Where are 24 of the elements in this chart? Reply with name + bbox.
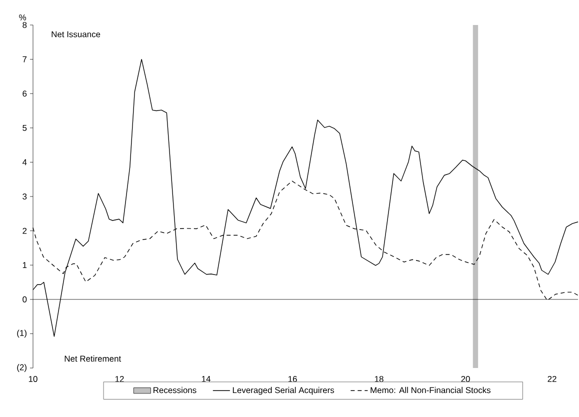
y-axis-title: % [19, 14, 26, 20]
x-tick-label: 12 [115, 376, 124, 382]
y-tick-label: (1) [17, 330, 26, 338]
y-tick-label: 3 [22, 194, 27, 200]
legend-label: Leveraged Serial Acquirers [232, 386, 334, 395]
x-tick-label: 22 [548, 376, 556, 382]
x-tick-label: 18 [374, 376, 384, 382]
y-tick-label: 7 [22, 56, 27, 62]
x-tick-label: 20 [461, 376, 470, 382]
y-tick-label: 4 [22, 159, 27, 166]
legend-label: Recessions [154, 386, 196, 394]
y-tick-label: 1 [22, 262, 27, 268]
y-tick-label: 6 [22, 90, 27, 97]
y-tick-label: 0 [22, 296, 27, 302]
annotation: Net Retirement [64, 355, 122, 362]
x-tick-label: 16 [288, 376, 297, 382]
annotation: Net Issuance [52, 31, 100, 38]
legend-label: Memo: All Non-Financial Stocks [370, 386, 490, 394]
y-tick-label: (2) [17, 364, 26, 372]
y-tick-label: 5 [22, 124, 27, 131]
x-tick-label: 14 [202, 376, 210, 382]
y-tick-label: 8 [22, 22, 27, 28]
y-tick-label: 2 [22, 228, 27, 234]
x-tick-label: 10 [28, 376, 38, 382]
